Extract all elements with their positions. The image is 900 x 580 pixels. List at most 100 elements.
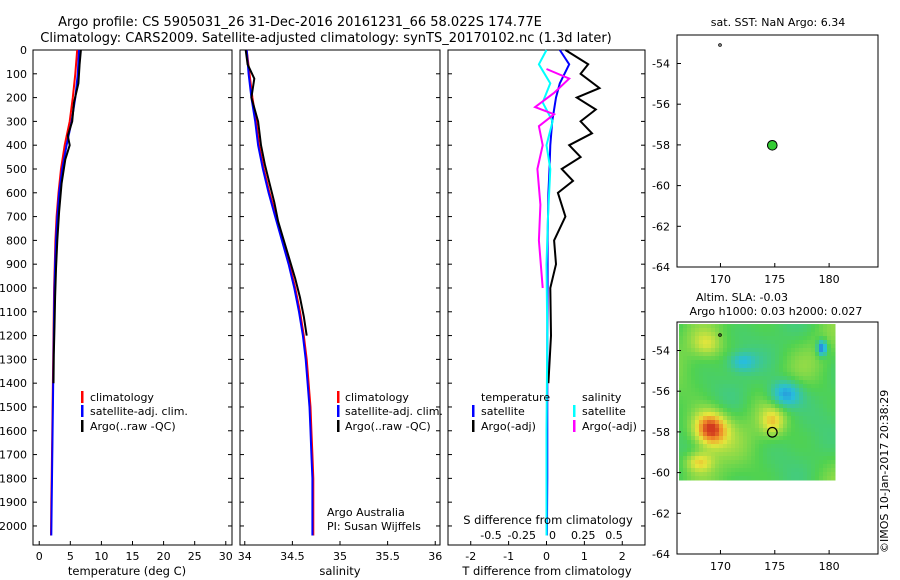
sla-cell xyxy=(799,324,804,329)
sla-cell xyxy=(699,452,704,457)
sla-cell xyxy=(807,468,812,473)
sla-cell xyxy=(679,328,684,333)
sla-cell xyxy=(731,432,736,437)
sla-cell xyxy=(827,436,832,441)
sla-cell xyxy=(687,416,692,421)
sla-cell xyxy=(723,452,728,457)
sla-cell xyxy=(695,444,700,449)
sla-cell xyxy=(803,428,808,433)
sla-cell xyxy=(751,376,756,381)
sla-cell xyxy=(815,388,820,393)
sla-cell xyxy=(703,388,708,393)
sla-cell xyxy=(803,412,808,417)
sla-cell xyxy=(779,340,784,345)
sla-cell xyxy=(791,364,796,369)
sla-cell xyxy=(775,324,780,329)
sla-cell xyxy=(759,436,764,441)
sla-cell xyxy=(819,380,824,385)
sla-cell xyxy=(759,428,764,433)
sla-cell xyxy=(795,396,800,401)
sla-cell xyxy=(735,460,740,465)
sla-cell xyxy=(707,440,712,445)
sla-cell xyxy=(743,476,748,481)
depth-tick-label: 200 xyxy=(6,92,27,105)
sla-cell xyxy=(711,380,716,385)
sla-cell xyxy=(743,388,748,393)
sla-cell xyxy=(699,388,704,393)
sla-cell xyxy=(799,396,804,401)
sla-cell xyxy=(763,372,768,377)
sla-cell xyxy=(779,448,784,453)
sla-cell xyxy=(759,352,764,357)
sla-cell xyxy=(683,456,688,461)
sla-cell xyxy=(779,356,784,361)
sla-cell xyxy=(751,372,756,377)
diff-legend-temperature-title: temperature xyxy=(481,391,550,404)
sla-cell xyxy=(795,448,800,453)
lat-tick-label: -64 xyxy=(652,548,670,561)
sla-cell xyxy=(803,352,808,357)
sla-cell xyxy=(795,364,800,369)
sla-cell xyxy=(715,344,720,349)
sla-cell xyxy=(711,416,716,421)
sla-cell xyxy=(815,472,820,477)
sla-cell xyxy=(787,408,792,413)
sla-cell xyxy=(711,344,716,349)
sla-cell xyxy=(691,376,696,381)
sla-cell xyxy=(819,432,824,437)
sla-cell xyxy=(707,380,712,385)
sst-map-lon-ticks: 170 175 180 xyxy=(710,263,840,286)
sla-cell xyxy=(791,380,796,385)
sla-cell xyxy=(731,384,736,389)
sla-cell xyxy=(795,392,800,397)
sla-cell xyxy=(807,356,812,361)
sla-cell xyxy=(743,452,748,457)
sla-cell xyxy=(823,340,828,345)
sla-cell xyxy=(779,352,784,357)
sla-cell xyxy=(683,340,688,345)
sla-cell xyxy=(707,432,712,437)
sla-cell xyxy=(759,456,764,461)
sla-cell xyxy=(795,328,800,333)
sla-cell xyxy=(787,360,792,365)
sla-cell xyxy=(683,328,688,333)
sla-cell xyxy=(747,376,752,381)
sla-cell xyxy=(739,376,744,381)
sla-cell xyxy=(831,440,836,445)
sla-cell xyxy=(691,404,696,409)
sla-cell xyxy=(779,332,784,337)
sla-cell xyxy=(803,344,808,349)
sla-cell xyxy=(747,360,752,365)
sla-cell xyxy=(779,368,784,373)
sla-cell xyxy=(791,444,796,449)
sla-cell xyxy=(755,436,760,441)
sla-cell xyxy=(767,336,772,341)
sla-cell xyxy=(815,464,820,469)
sla-cell xyxy=(779,464,784,469)
sla-cell xyxy=(783,404,788,409)
sla-cell xyxy=(723,328,728,333)
sla-cell xyxy=(739,476,744,481)
sla-cell xyxy=(719,432,724,437)
sla-cell xyxy=(735,436,740,441)
sla-cell xyxy=(739,448,744,453)
sla-cell xyxy=(735,352,740,357)
sla-cell xyxy=(795,324,800,329)
sla-cell xyxy=(779,336,784,341)
series-line-argo-adj- xyxy=(533,68,572,289)
sla-cell xyxy=(695,360,700,365)
sla-cell xyxy=(819,436,824,441)
sla-cell xyxy=(683,404,688,409)
sla-cell xyxy=(699,348,704,353)
sla-cell xyxy=(707,396,712,401)
sla-cell xyxy=(695,400,700,405)
sla-cell xyxy=(735,400,740,405)
sla-cell xyxy=(727,472,732,477)
sla-cell xyxy=(715,380,720,385)
sla-cell xyxy=(755,468,760,473)
sla-cell xyxy=(791,416,796,421)
sla-cell xyxy=(819,472,824,477)
lon-tick-label: 170 xyxy=(710,560,731,573)
sla-cell xyxy=(683,436,688,441)
sla-cell xyxy=(751,468,756,473)
